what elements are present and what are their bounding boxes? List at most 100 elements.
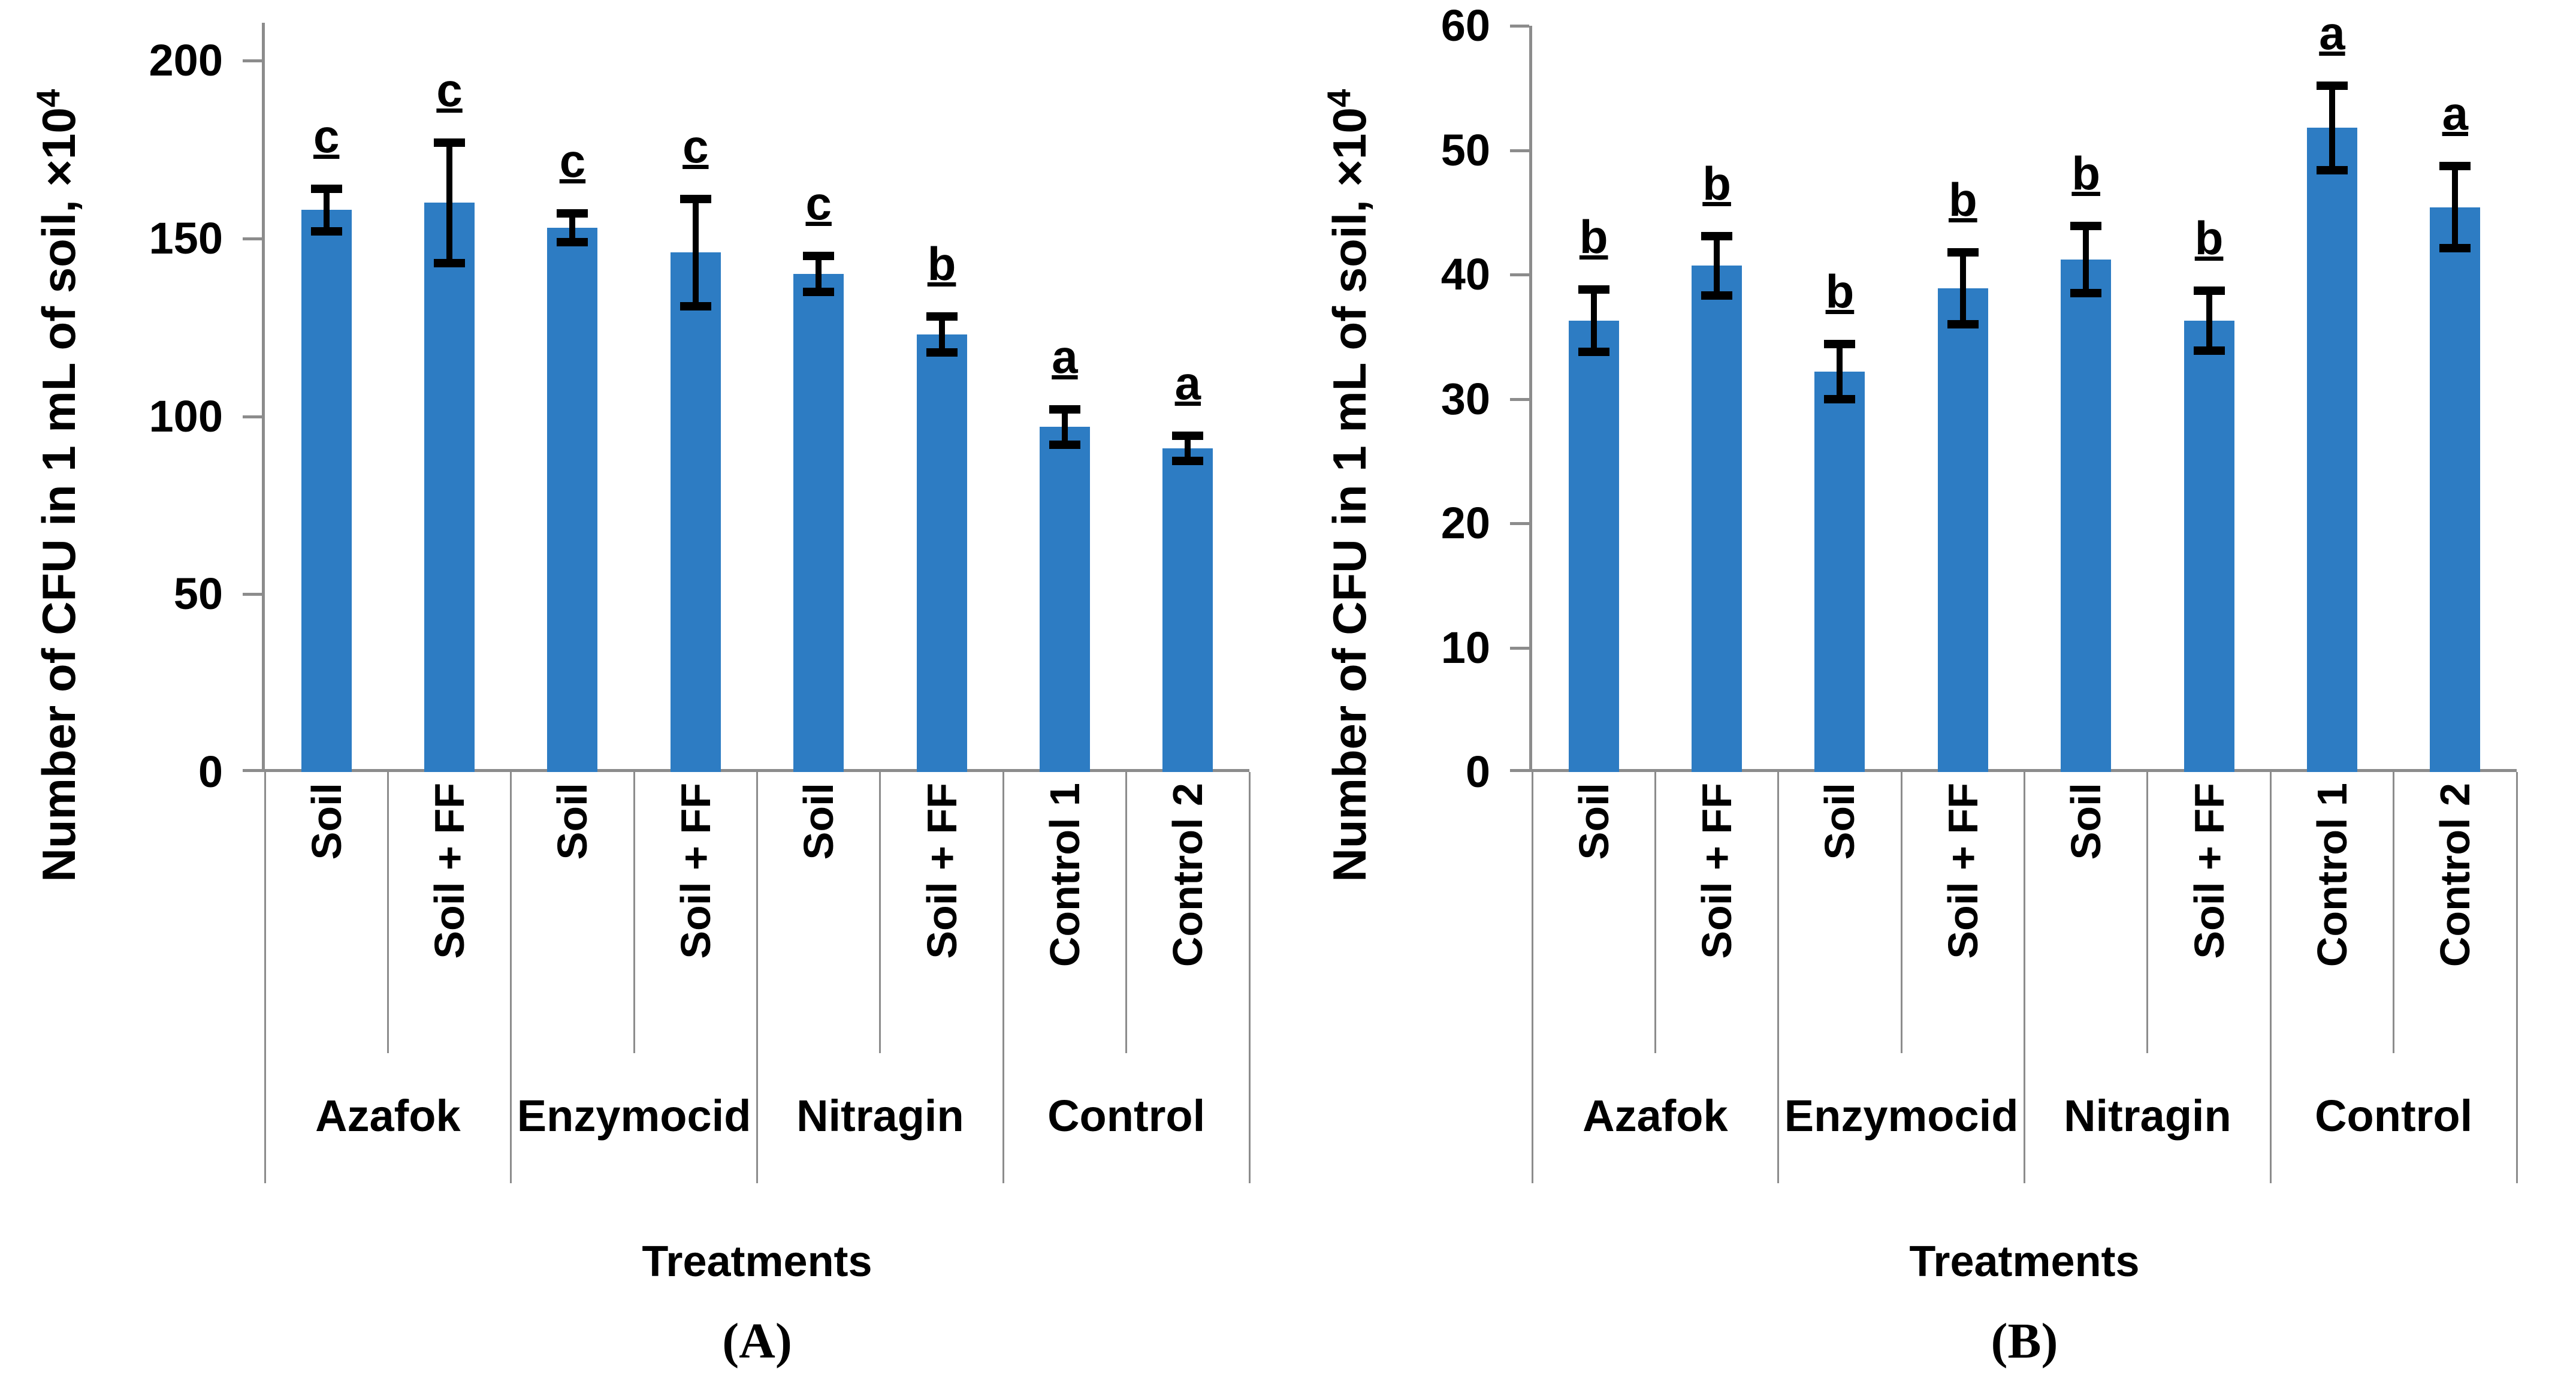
significance-letter: a (1052, 330, 1078, 383)
y-axis-title: Number of CFU in 1 mL of soil, ×104 (22, 54, 85, 917)
y-axis-tick (243, 59, 262, 62)
error-bar-cap-bottom (1947, 320, 1979, 328)
category-cell-separator (2393, 772, 2395, 1053)
group-label: Azafok (1583, 1091, 1728, 1141)
category-cell-separator (2024, 772, 2025, 1053)
error-bar-cap-top (1701, 231, 1733, 240)
error-bar-cap-bottom (310, 227, 342, 236)
y-axis-title-superscript: 4 (29, 89, 67, 108)
group-label: Nitragin (796, 1091, 964, 1141)
error-bar-stem (1959, 252, 1966, 324)
category-cell-separator (1531, 772, 1533, 1053)
error-bar-cap-top (434, 138, 466, 147)
significance-letter: c (805, 177, 832, 230)
y-axis-tick (243, 415, 262, 418)
error-bar-cap-bottom (1824, 394, 1856, 403)
y-axis-tick (243, 593, 262, 596)
category-cell-separator (2146, 772, 2149, 1053)
y-axis-tick (1510, 646, 1529, 650)
bar (2184, 320, 2234, 772)
category-cell-separator (1777, 772, 1780, 1053)
y-axis-tick (1510, 397, 1529, 401)
category-cell-separator (1125, 772, 1128, 1053)
error-bar-cap-top (680, 195, 711, 204)
bar (2061, 260, 2112, 772)
error-bar-cap-top (1172, 432, 1204, 441)
error-bar-cap-top (310, 184, 342, 193)
error-bar-stem (1837, 344, 1843, 399)
group-cell-separator (2269, 1053, 2272, 1183)
y-axis-tick-label: 20 (1440, 498, 1490, 548)
category-label: Control 1 (1041, 783, 1088, 967)
category-cell-separator (879, 772, 881, 1053)
significance-letter: b (1579, 210, 1608, 263)
group-cell-separator (510, 1053, 512, 1183)
error-bar-cap-bottom (1172, 456, 1204, 465)
error-bar-cap-bottom (557, 237, 588, 246)
bar (2306, 128, 2357, 772)
category-label: Soil + FF (918, 783, 965, 959)
panel-caption: (A) (722, 1313, 792, 1369)
category-cell-separator (633, 772, 635, 1053)
x-axis-title: Treatments (642, 1238, 872, 1286)
significance-letter: a (2442, 87, 2468, 140)
category-label: Soil + FF (1693, 783, 1741, 959)
error-bar-cap-top (557, 209, 588, 218)
error-bar-cap-bottom (1701, 291, 1733, 300)
error-bar-cap-bottom (1578, 347, 1609, 356)
error-bar-stem (1185, 436, 1191, 461)
category-label: Soil (1570, 783, 1617, 860)
bar (1692, 266, 1743, 772)
group-cell-separator (264, 1053, 266, 1183)
error-bar-cap-top (2316, 81, 2348, 90)
y-axis-tick-label: 0 (198, 747, 223, 797)
category-cell-separator (1002, 772, 1004, 1053)
error-bar-cap-top (926, 312, 958, 321)
error-bar-stem (938, 316, 945, 352)
bar (301, 210, 352, 772)
error-bar-cap-bottom (434, 259, 466, 268)
error-bar-stem (2329, 85, 2335, 170)
category-label: Control 2 (1164, 783, 1212, 967)
group-label: Nitragin (2064, 1091, 2231, 1141)
error-bar-stem (446, 142, 453, 264)
group-cell-separator (2024, 1053, 2025, 1183)
error-bar-stem (2083, 226, 2089, 294)
category-label: Soil + FF (1939, 783, 1986, 959)
bar (1814, 371, 1865, 772)
category-cell-separator (1654, 772, 1656, 1053)
significance-letter: b (2071, 147, 2101, 200)
category-cell-separator (1900, 772, 1902, 1053)
significance-letter: b (1702, 156, 1731, 210)
category-label: Soil (549, 783, 596, 860)
error-bar-cap-top (1824, 340, 1856, 349)
error-bar-cap-top (1947, 248, 1979, 257)
category-cell-separator (1248, 772, 1251, 1053)
significance-letter: b (1948, 173, 1977, 226)
y-axis-tick-label: 30 (1440, 373, 1490, 424)
group-label: Azafok (315, 1091, 461, 1141)
x-axis-title: Treatments (1909, 1238, 2140, 1286)
error-bar-cap-top (1578, 285, 1609, 294)
category-cell-separator (2515, 772, 2518, 1053)
category-cell-separator (264, 772, 266, 1053)
category-label: Soil (1816, 783, 1864, 860)
category-label: Soil (2062, 783, 2110, 860)
group-label: Control (1047, 1091, 1206, 1141)
category-label: Control 1 (2308, 783, 2355, 967)
bar (2430, 207, 2481, 772)
y-axis-tick-label: 100 (149, 391, 223, 441)
significance-letter: b (1825, 265, 1855, 318)
bar (424, 203, 475, 772)
category-cell-separator (510, 772, 512, 1053)
error-bar-cap-top (2070, 222, 2102, 231)
significance-letter: c (436, 63, 463, 116)
y-axis-tick-label: 0 (1465, 747, 1490, 797)
group-label: Enzymocid (1784, 1091, 2019, 1141)
error-bar-cap-bottom (680, 301, 711, 310)
bar (1568, 320, 1619, 772)
error-bar-cap-bottom (2439, 244, 2471, 253)
y-axis-tick-label: 60 (1440, 1, 1490, 50)
y-axis-tick (1510, 25, 1529, 28)
y-axis-tick (1510, 273, 1529, 276)
